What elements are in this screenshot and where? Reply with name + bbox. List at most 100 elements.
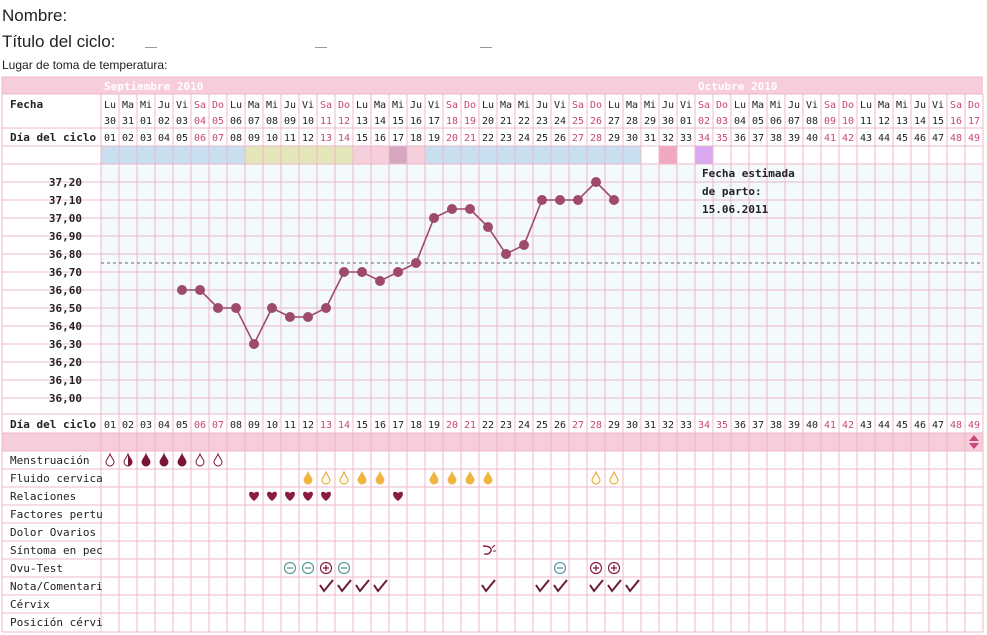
cycle-day-label: 30 xyxy=(626,420,638,431)
menstruation-drop-icon xyxy=(159,452,169,467)
date-label: 25 xyxy=(572,116,584,127)
weekday-label: Mi xyxy=(392,100,404,111)
weekday-label: Ju xyxy=(536,100,548,111)
heart-icon xyxy=(393,491,403,501)
symptom-label: Posición cérvi xyxy=(10,616,103,629)
heart-icon xyxy=(321,491,331,501)
cycle-day-label: 06 xyxy=(194,133,206,144)
fluid-outline-drop-icon xyxy=(609,470,619,485)
fluid-drop-icon xyxy=(447,470,457,485)
drop-shape xyxy=(195,452,205,467)
cycle-day-label: 36 xyxy=(734,133,746,144)
cycle-day-label: 02 xyxy=(122,133,134,144)
temperature-point xyxy=(537,195,547,205)
weekday-label: Vi xyxy=(806,100,818,111)
annotation-text: Fecha estimada xyxy=(702,167,795,180)
drop-shape xyxy=(357,470,367,485)
date-label: 09 xyxy=(284,116,296,127)
temperature-point xyxy=(519,240,529,250)
weekday-label: Do xyxy=(338,100,350,111)
weekday-label: Mi xyxy=(644,100,656,111)
heart-icon xyxy=(249,491,259,501)
weekday-label: Mi xyxy=(140,100,152,111)
month-band xyxy=(2,77,983,94)
date-label: 08 xyxy=(806,116,818,127)
date-label: 14 xyxy=(914,116,926,127)
cycle-day-label: 08 xyxy=(230,420,242,431)
weekday-label: Lu xyxy=(734,100,746,111)
phase-cell xyxy=(299,146,317,164)
phase-cell xyxy=(479,146,497,164)
weekday-label: Sa xyxy=(950,100,962,111)
cycle-day-label: 34 xyxy=(698,133,710,144)
date-label: 06 xyxy=(770,116,782,127)
cycle-day-label: 03 xyxy=(140,420,152,431)
temperature-point xyxy=(465,204,475,214)
y-tick-label: 36,90 xyxy=(49,230,82,243)
cycle-day-label: 47 xyxy=(932,420,944,431)
cycle-day-label: 38 xyxy=(770,420,782,431)
weekday-label: Ma xyxy=(878,100,890,111)
symptom-label: Dolor Ovarios xyxy=(10,526,96,539)
cycle-day-label: 47 xyxy=(932,133,944,144)
cycle-day-label: 37 xyxy=(752,420,764,431)
weekday-label: Do xyxy=(590,100,602,111)
check-icon xyxy=(355,579,370,593)
ovu-negative-icon xyxy=(553,561,567,575)
weekday-label: Ju xyxy=(158,100,170,111)
cycle-day-label: 20 xyxy=(446,420,458,431)
symptom-label: Factores pertu xyxy=(10,508,103,521)
date-label: 04 xyxy=(194,116,206,127)
cycle-day-label: 13 xyxy=(320,420,332,431)
fluid-outline-drop-icon xyxy=(339,470,349,485)
y-tick-label: 36,80 xyxy=(49,248,82,261)
date-label: 10 xyxy=(302,116,314,127)
drop-shape xyxy=(591,470,601,485)
date-label: 10 xyxy=(842,116,854,127)
date-label: 29 xyxy=(644,116,656,127)
phase-cell xyxy=(173,146,191,164)
weekday-label: Ju xyxy=(410,100,422,111)
date-label: 02 xyxy=(158,116,170,127)
phase-cell xyxy=(407,146,425,164)
fluid-drop-icon xyxy=(483,470,493,485)
cycle-day-label: 32 xyxy=(662,133,674,144)
cycle-day-label: 35 xyxy=(716,133,728,144)
weekday-label: Sa xyxy=(824,100,836,111)
weekday-label: Lu xyxy=(608,100,620,111)
temperature-point xyxy=(357,267,367,277)
temperature-point xyxy=(609,195,619,205)
cycle-day-label: 21 xyxy=(464,420,476,431)
weekday-label: Vi xyxy=(302,100,314,111)
cycle-day-label: 07 xyxy=(212,133,224,144)
cycle-day-label: 11 xyxy=(284,420,296,431)
fluid-drop-icon xyxy=(465,470,475,485)
nombre-label: Nombre: xyxy=(2,6,68,25)
cycle-day-label: 06 xyxy=(194,420,206,431)
weekday-label: Mi xyxy=(266,100,278,111)
weekday-label: Do xyxy=(212,100,224,111)
heart-icon xyxy=(285,491,295,501)
check-icon xyxy=(535,579,550,593)
cycle-day-label: 11 xyxy=(284,133,296,144)
temperature-point xyxy=(321,303,331,313)
weekday-label: Mi xyxy=(770,100,782,111)
weekday-label: Do xyxy=(842,100,854,111)
cycle-day-label: 38 xyxy=(770,133,782,144)
cycle-day-label: 39 xyxy=(788,420,800,431)
annotation-text: de parto: xyxy=(702,185,762,198)
weekday-label: Sa xyxy=(698,100,710,111)
fluid-outline-drop-icon xyxy=(321,470,331,485)
phase-cell xyxy=(443,146,461,164)
date-label: 09 xyxy=(824,116,836,127)
date-label: 05 xyxy=(752,116,764,127)
weekday-label: Sa xyxy=(194,100,206,111)
phase-cell xyxy=(605,146,623,164)
y-tick-label: 36,60 xyxy=(49,284,82,297)
cycle-day-label: 27 xyxy=(572,133,584,144)
phase-cell xyxy=(353,146,371,164)
date-label: 15 xyxy=(392,116,404,127)
cycle-day-label: 39 xyxy=(788,133,800,144)
heart-icon xyxy=(303,491,313,501)
y-tick-label: 36,10 xyxy=(49,374,82,387)
